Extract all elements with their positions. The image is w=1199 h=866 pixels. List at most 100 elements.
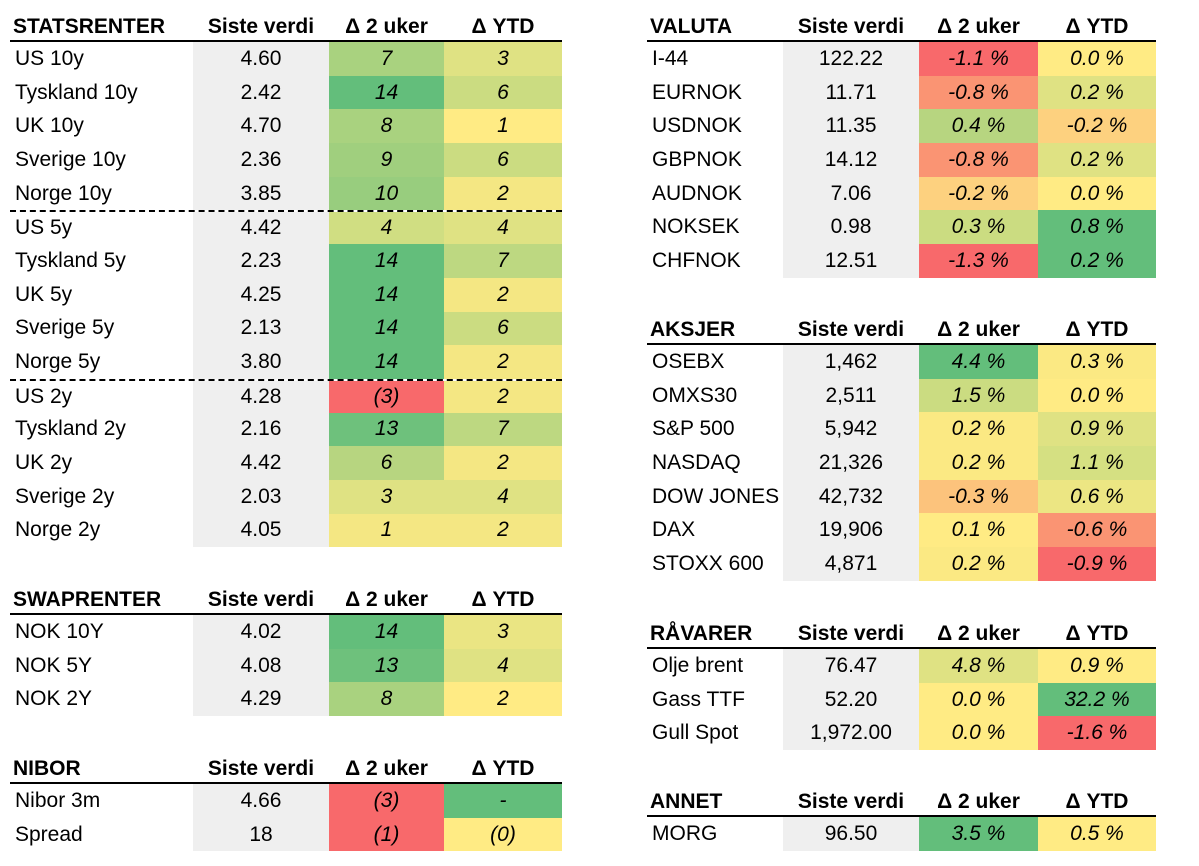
table-row: Sverige 5y 2.13 14 6 — [10, 311, 562, 346]
row-label: MORG — [652, 821, 718, 845]
row-label: DAX — [652, 518, 696, 542]
table-row: Tyskland 10y 2.42 14 6 — [10, 75, 562, 110]
row-label: Norge 2y — [15, 518, 101, 542]
table-row: Sverige 2y 2.03 3 4 — [10, 479, 562, 514]
change-2w: 1 — [329, 513, 444, 548]
header-section-title: RÅVARER — [650, 622, 753, 645]
change-ytd: 0.2 % — [1038, 244, 1156, 278]
table-row: DAX 19,906 0.1 % -0.6 % — [647, 513, 1156, 548]
table-header: RÅVARER Siste verdi Δ 2 uker Δ YTD — [647, 621, 1156, 649]
change-ytd: 0.9 % — [1038, 649, 1156, 683]
last-value: 4.70 — [193, 109, 329, 144]
table-row: UK 10y 4.70 8 1 — [10, 109, 562, 144]
change-2w: (3) — [329, 784, 444, 818]
row-label: Tyskland 2y — [15, 417, 126, 441]
last-value: 4,871 — [783, 547, 919, 581]
change-ytd: 0.8 % — [1038, 210, 1156, 245]
change-2w: 0.0 % — [919, 716, 1038, 751]
table-row: Spread 18 (1) (0) — [10, 817, 562, 852]
table-header: STATSRENTER Siste verdi Δ 2 uker Δ YTD — [10, 14, 562, 42]
last-value: 21,326 — [783, 446, 919, 480]
change-ytd: 3 — [444, 42, 562, 76]
change-2w: 0.2 % — [919, 446, 1038, 480]
last-value: 2.03 — [193, 479, 329, 514]
change-ytd: (0) — [444, 817, 562, 852]
change-ytd: 4 — [444, 479, 562, 514]
change-2w: 6 — [329, 446, 444, 480]
last-value: 4.42 — [193, 212, 329, 245]
row-label: UK 2y — [15, 451, 73, 475]
header-change-ytd: Δ YTD — [1065, 622, 1129, 645]
change-2w: 9 — [329, 143, 444, 177]
header-change-ytd: Δ YTD — [471, 757, 535, 780]
row-label: Sverige 2y — [15, 484, 115, 508]
last-value: 96.50 — [783, 817, 919, 851]
change-2w: 14 — [329, 615, 444, 649]
table-row: Gass TTF 52.20 0.0 % 32.2 % — [647, 682, 1156, 717]
table-row: NOKSEK 0.98 0.3 % 0.8 % — [647, 210, 1156, 245]
change-2w: 0.4 % — [919, 109, 1038, 144]
change-2w: 0.1 % — [919, 513, 1038, 548]
change-ytd: -0.9 % — [1038, 547, 1156, 581]
row-label: UK 5y — [15, 282, 73, 306]
table-row: UK 5y 4.25 14 2 — [10, 277, 562, 312]
last-value: 1,972.00 — [783, 716, 919, 751]
header-change-2w: Δ 2 uker — [937, 15, 1020, 38]
header-change-2w: Δ 2 uker — [345, 588, 428, 611]
table-row: STOXX 600 4,871 0.2 % -0.9 % — [647, 547, 1156, 581]
change-2w: -0.3 % — [919, 479, 1038, 514]
change-ytd: 0.0 % — [1038, 378, 1156, 413]
header-section-title: VALUTA — [650, 15, 733, 38]
table-header: SWAPRENTER Siste verdi Δ 2 uker Δ YTD — [10, 587, 562, 615]
last-value: 14.12 — [783, 143, 919, 177]
row-label: OSEBX — [652, 349, 725, 373]
table-valuta: VALUTA Siste verdi Δ 2 uker Δ YTD I-44 122.22… — [647, 14, 1156, 278]
header-last-value: Siste verdi — [207, 757, 315, 780]
table-row: US 10y 4.60 7 3 — [10, 42, 562, 76]
change-2w: -1.1 % — [919, 42, 1038, 76]
change-ytd: 2 — [444, 345, 562, 379]
row-label: USDNOK — [652, 114, 742, 138]
table-statsrenter: STATSRENTER Siste verdi Δ 2 uker Δ YTD US 10… — [10, 14, 562, 548]
change-ytd: 6 — [444, 311, 562, 346]
table-row: Tyskland 2y 2.16 13 7 — [10, 412, 562, 447]
last-value: 2.13 — [193, 311, 329, 346]
change-2w: 0.3 % — [919, 210, 1038, 245]
table-row: S&P 500 5,942 0.2 % 0.9 % — [647, 412, 1156, 447]
header-last-value: Siste verdi — [797, 15, 905, 38]
header-section-title: SWAPRENTER — [13, 588, 162, 611]
header-section-title: AKSJER — [650, 318, 736, 341]
row-label: NOK 10Y — [15, 619, 104, 643]
change-ytd: 3 — [444, 615, 562, 649]
last-value: 122.22 — [783, 42, 919, 76]
change-ytd: 7 — [444, 412, 562, 447]
change-ytd: 4 — [444, 648, 562, 683]
row-label: OMXS30 — [652, 383, 738, 407]
row-label: NOK 5Y — [15, 653, 93, 677]
table-row: NOK 10Y 4.02 14 3 — [10, 615, 562, 649]
table-nibor: NIBOR Siste verdi Δ 2 uker Δ YTD Nibor 3m 4.6… — [10, 756, 562, 852]
table-header: ANNET Siste verdi Δ 2 uker Δ YTD — [647, 789, 1156, 817]
table-row: MORG 96.50 3.5 % 0.5 % — [647, 817, 1156, 851]
row-label: UK 10y — [15, 114, 84, 138]
last-value: 4.05 — [193, 513, 329, 548]
change-2w: 4.4 % — [919, 345, 1038, 379]
row-label: CHFNOK — [652, 248, 741, 272]
last-value: 4.25 — [193, 277, 329, 312]
table-header: NIBOR Siste verdi Δ 2 uker Δ YTD — [10, 756, 562, 784]
last-value: 2.36 — [193, 143, 329, 177]
change-ytd: 0.3 % — [1038, 345, 1156, 379]
row-label: US 10y — [15, 46, 84, 70]
table-row: OSEBX 1,462 4.4 % 0.3 % — [647, 345, 1156, 379]
table-ravarer: RÅVARER Siste verdi Δ 2 uker Δ YTD Olje bren… — [647, 621, 1156, 751]
table-row: Nibor 3m 4.66 (3) - — [10, 784, 562, 818]
table-row: Norge 10y 3.85 10 2 — [10, 176, 562, 211]
change-2w: (3) — [329, 380, 444, 413]
row-label: Gass TTF — [652, 687, 745, 711]
change-ytd: 0.0 % — [1038, 42, 1156, 76]
change-ytd: 2 — [444, 513, 562, 548]
change-2w: (1) — [329, 817, 444, 852]
change-2w: 1.5 % — [919, 378, 1038, 413]
last-value: 2.42 — [193, 75, 329, 110]
change-2w: 10 — [329, 176, 444, 211]
